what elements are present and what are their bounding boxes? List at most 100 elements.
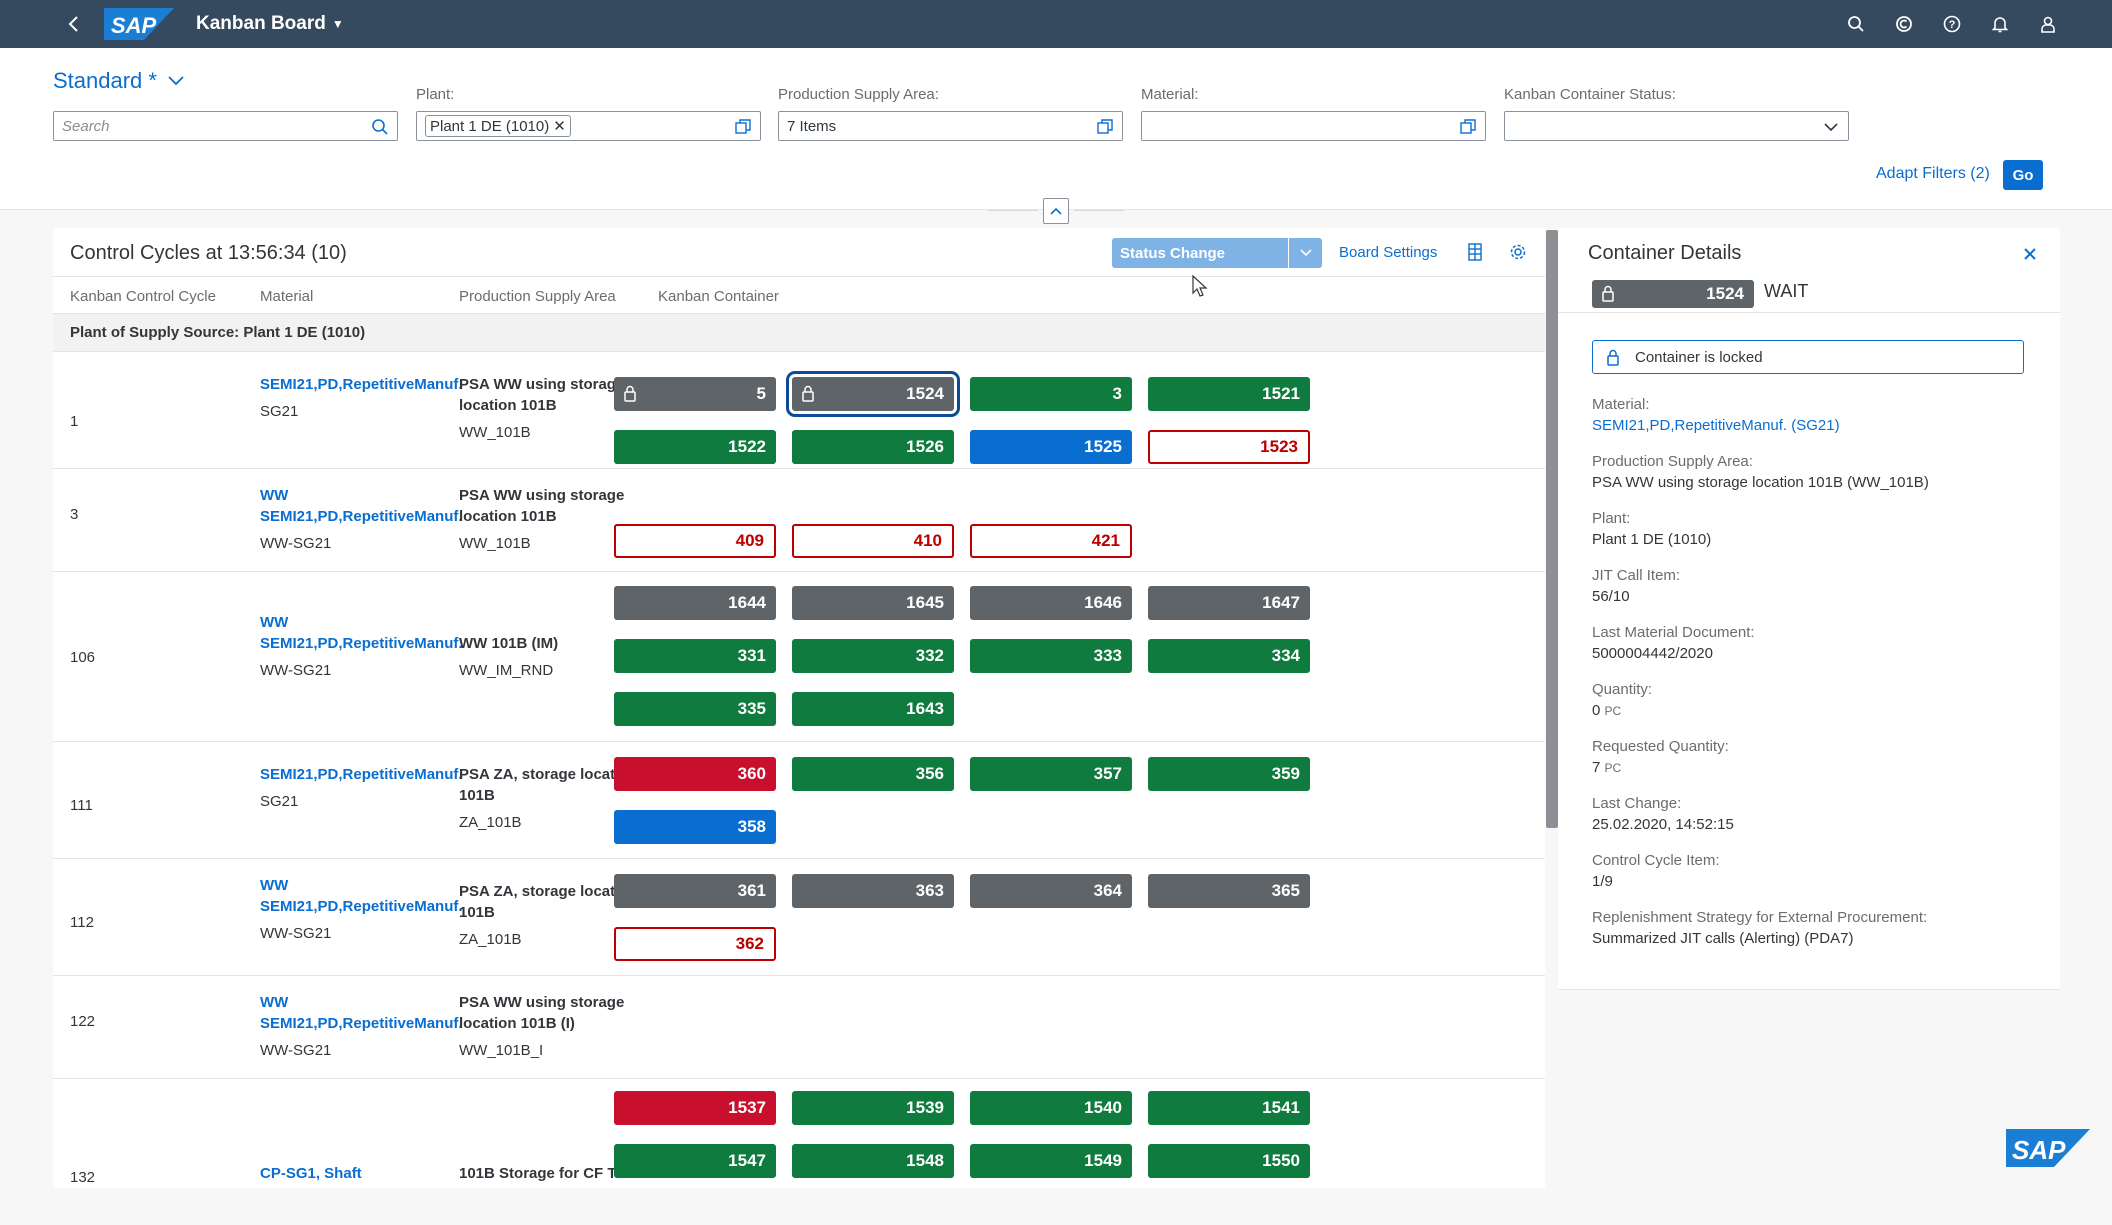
kanban-container-card[interactable]: 1539 [792, 1091, 954, 1125]
material-link[interactable]: WW SEMI21,PD,RepetitiveManuf. [260, 487, 463, 525]
kanban-container-card[interactable]: 362 [614, 927, 776, 961]
table-view-button[interactable] [1464, 241, 1486, 263]
table-row[interactable]: 1 SEMI21,PD,RepetitiveManuf. SG21 PSA WW u… [53, 352, 1545, 469]
table-row[interactable]: 106 WW SEMI21,PD,RepetitiveManuf. WW-SG21… [53, 572, 1545, 742]
kanban-container-card[interactable]: 1547 [614, 1144, 776, 1178]
kanban-container-card[interactable]: 1550 [1148, 1144, 1310, 1178]
material-code: SG21 [260, 403, 299, 420]
value-help-icon[interactable] [1096, 118, 1114, 136]
variant-selector[interactable]: Standard * [53, 68, 185, 94]
col-kanban-container[interactable]: Kanban Container [658, 288, 779, 305]
kanban-container-card[interactable]: 360 [614, 757, 776, 791]
kanban-container-card[interactable]: 1549 [970, 1144, 1132, 1178]
kanban-container-card[interactable]: 363 [792, 874, 954, 908]
container-number: 1541 [1262, 1098, 1300, 1117]
kanban-container-card[interactable]: 357 [970, 757, 1132, 791]
detail-value: 56/10 [1592, 586, 1680, 607]
material-link[interactable]: WW SEMI21,PD,RepetitiveManuf. [260, 877, 463, 915]
kanban-container-card[interactable]: 1643 [792, 692, 954, 726]
material-link[interactable]: CP-SG1, Shaft [260, 1165, 362, 1182]
settings-button[interactable] [1507, 241, 1529, 263]
kanban-container-card[interactable]: 361 [614, 874, 776, 908]
col-material[interactable]: Material [260, 288, 314, 305]
kanban-container-card[interactable]: 1646 [970, 586, 1132, 620]
detail-value-text: 7 [1592, 759, 1601, 776]
psa-name: WW 101B (IM) [459, 635, 559, 652]
material-link[interactable]: WW SEMI21,PD,RepetitiveManuf. [260, 614, 463, 652]
container-number: 410 [913, 531, 942, 550]
kanban-container-card[interactable]: 334 [1148, 639, 1310, 673]
detail-value[interactable]: SEMI21,PD,RepetitiveManuf. (SG21) [1592, 415, 1840, 436]
kanban-container-card[interactable]: 1522 [614, 430, 776, 464]
remove-token-icon[interactable]: ✕ [553, 118, 566, 135]
kanban-container-card[interactable]: 1541 [1148, 1091, 1310, 1125]
kanban-container-card[interactable]: 1523 [1148, 430, 1310, 464]
kanban-container-card[interactable]: 1521 [1148, 377, 1310, 411]
help-button[interactable]: ? [1940, 12, 1964, 36]
details-container-number: 1524 [1706, 284, 1744, 303]
search-button[interactable] [1844, 12, 1868, 36]
kanban-container-card[interactable]: 331 [614, 639, 776, 673]
kanban-container-card[interactable]: 1644 [614, 586, 776, 620]
col-control-cycle[interactable]: Kanban Control Cycle [70, 288, 216, 305]
material-input[interactable] [1141, 111, 1486, 141]
kanban-container-card[interactable]: 364 [970, 874, 1132, 908]
psa-input[interactable]: 7 Items [778, 111, 1123, 141]
board-settings-button[interactable]: Board Settings [1339, 244, 1438, 261]
chevron-up-icon [1050, 207, 1062, 215]
kanban-container-card[interactable]: 5 [614, 377, 776, 411]
copilot-button[interactable] [1892, 12, 1916, 36]
col-psa[interactable]: Production Supply Area [459, 288, 616, 305]
kanban-container-card[interactable]: 1645 [792, 586, 954, 620]
table-row[interactable]: 112 WW SEMI21,PD,RepetitiveManuf. WW-SG21… [53, 859, 1545, 976]
back-button[interactable] [52, 0, 96, 48]
collapse-header-button[interactable] [1043, 198, 1069, 224]
kanban-container-card[interactable]: 1526 [792, 430, 954, 464]
value-help-icon[interactable] [1459, 118, 1477, 136]
material-link[interactable]: WW SEMI21,PD,RepetitiveManuf. [260, 994, 463, 1032]
status-select[interactable] [1504, 111, 1849, 141]
kanban-container-card[interactable]: 333 [970, 639, 1132, 673]
kanban-container-card[interactable]: 358 [614, 810, 776, 844]
go-button[interactable]: Go [2003, 160, 2043, 190]
value-help-icon[interactable] [734, 118, 752, 136]
kanban-container-card[interactable]: 356 [792, 757, 954, 791]
table-row[interactable]: 111 SEMI21,PD,RepetitiveManuf. SG21 PSA ZA… [53, 742, 1545, 859]
adapt-filters-button[interactable]: Adapt Filters (2) [1876, 165, 1990, 182]
kanban-container-card[interactable]: 335 [614, 692, 776, 726]
plant-input[interactable]: Plant 1 DE (1010) ✕ [416, 111, 761, 141]
kanban-container-card[interactable]: 365 [1148, 874, 1310, 908]
kanban-container-card[interactable]: 1537 [614, 1091, 776, 1125]
chevron-down-icon[interactable] [1822, 118, 1840, 136]
kanban-container-card[interactable]: 359 [1148, 757, 1310, 791]
kanban-container-card[interactable]: 3 [970, 377, 1132, 411]
search-input[interactable]: Search [53, 111, 398, 141]
kanban-container-card[interactable]: 1647 [1148, 586, 1310, 620]
notifications-button[interactable] [1988, 12, 2012, 36]
material-link[interactable]: SEMI21,PD,RepetitiveManuf. [260, 766, 463, 783]
divider [988, 210, 1038, 211]
kanban-container-card[interactable]: 1548 [792, 1144, 954, 1178]
container-number: 1524 [906, 384, 944, 403]
kanban-container-card[interactable]: 332 [792, 639, 954, 673]
kanban-container-card[interactable]: 410 [792, 524, 954, 558]
kanban-container-card[interactable]: 1524 [786, 371, 960, 417]
material-link[interactable]: SEMI21,PD,RepetitiveManuf. [260, 376, 463, 393]
column-headers: Kanban Control Cycle Material Production… [53, 276, 1545, 314]
table-row[interactable]: 132 CP-SG1, Shaft SG1_CP 101B Storage for … [53, 1079, 1545, 1188]
table-row[interactable]: 3 WW SEMI21,PD,RepetitiveManuf. WW-SG21 PS… [53, 469, 1545, 572]
kanban-container-card[interactable]: 421 [970, 524, 1132, 558]
status-change-dropdown[interactable] [1288, 238, 1322, 268]
search-icon[interactable] [371, 118, 389, 136]
plant-token[interactable]: Plant 1 DE (1010) ✕ [425, 115, 571, 137]
status-change-button[interactable]: Status Change [1112, 238, 1322, 268]
kanban-container-card[interactable]: 409 [614, 524, 776, 558]
table-row[interactable]: 122 WW SEMI21,PD,RepetitiveManuf. WW-SG21… [53, 976, 1545, 1079]
table-scrollbar[interactable] [1546, 230, 1558, 828]
kanban-container-card[interactable]: 1525 [970, 430, 1132, 464]
app-title-menu[interactable]: Kanban Board ▼ [196, 13, 344, 35]
close-details-button[interactable] [2020, 244, 2040, 264]
kanban-container-card[interactable]: 1540 [970, 1091, 1132, 1125]
user-button[interactable] [2036, 12, 2060, 36]
psa-name: PSA WW using storage location 101B (I) [459, 994, 625, 1032]
